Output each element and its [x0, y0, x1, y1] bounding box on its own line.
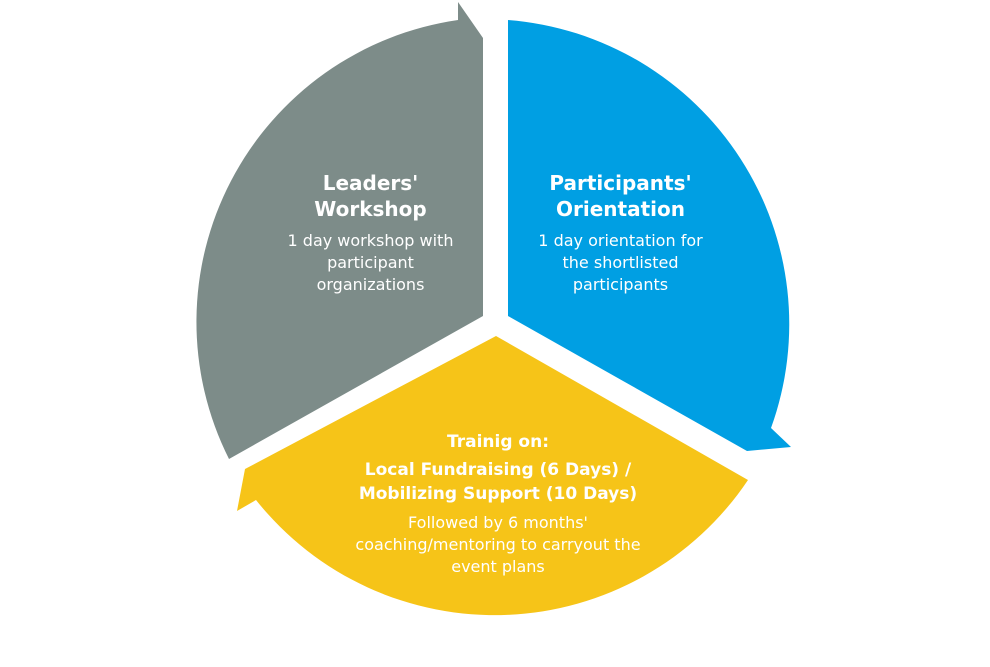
training-body-line: event plans [451, 557, 545, 576]
leaders-title-line: Workshop [314, 197, 427, 221]
participants-orientation-label: Participants' Orientation 1 day orientat… [508, 170, 733, 296]
participants-body-line: participants [572, 275, 669, 294]
training-body-line: coaching/mentoring to carryout the [355, 535, 641, 554]
leaders-workshop-title: Leaders' Workshop [258, 170, 483, 222]
leaders-body-line: organizations [316, 275, 425, 294]
participants-title-line: Participants' [549, 171, 692, 195]
participants-body-line: 1 day orientation for [538, 231, 703, 250]
leaders-workshop-description: 1 day workshop with participant organiza… [258, 230, 483, 296]
training-title-line: Mobilizing Support (10 Days) [358, 484, 638, 504]
participants-orientation-title: Participants' Orientation [508, 170, 733, 222]
participants-title-line: Orientation [556, 197, 685, 221]
training-label: Trainig on: Local Fundraising (6 Days) /… [318, 430, 678, 578]
training-title: Local Fundraising (6 Days) / Mobilizing … [318, 458, 678, 506]
leaders-body-line: 1 day workshop with [287, 231, 454, 250]
participants-orientation-segment [508, 20, 791, 451]
training-description: Followed by 6 months' coaching/mentoring… [318, 512, 678, 578]
participants-orientation-description: 1 day orientation for the shortlisted pa… [508, 230, 733, 296]
leaders-workshop-label: Leaders' Workshop 1 day workshop with pa… [258, 170, 483, 296]
training-body-line: Followed by 6 months' [408, 513, 588, 532]
participants-body-line: the shortlisted [562, 253, 679, 272]
training-heading: Trainig on: [446, 432, 549, 452]
leaders-body-line: participant [327, 253, 414, 272]
training-segment [237, 336, 748, 616]
leaders-workshop-segment [196, 2, 483, 459]
training-title-line: Local Fundraising (6 Days) / [364, 460, 632, 480]
leaders-title-line: Leaders' [322, 171, 419, 195]
